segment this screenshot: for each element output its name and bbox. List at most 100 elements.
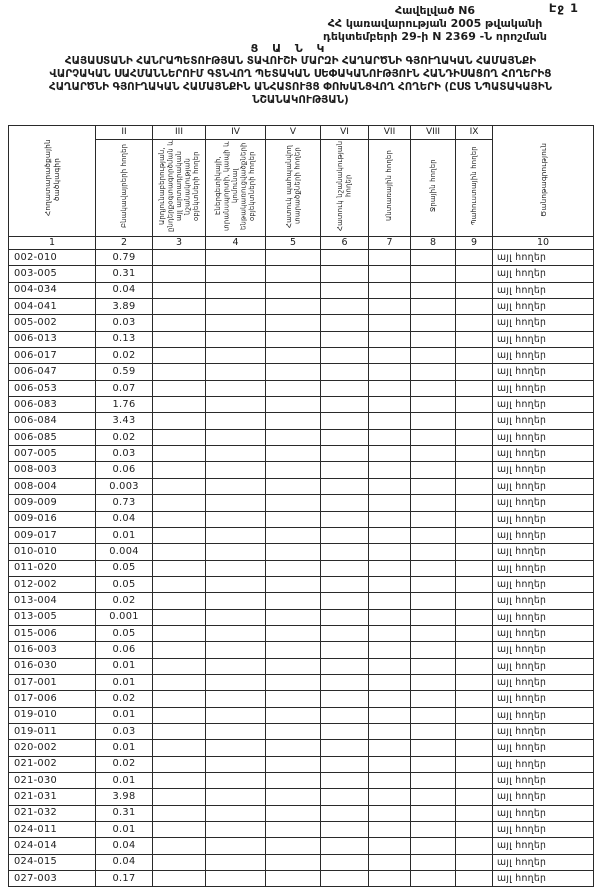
industrial-area-cell	[152, 461, 206, 479]
industrial-area-cell	[152, 543, 206, 561]
forest-area-cell	[368, 461, 411, 479]
note-cell: այլ հողեր	[492, 641, 594, 659]
roman-numeral: II	[95, 125, 153, 140]
protected-area-cell	[265, 575, 321, 594]
parcel-code-cell: 008-003	[8, 461, 96, 479]
water-area-cell	[410, 477, 456, 496]
infrastructure-area-cell	[205, 477, 266, 496]
settlement-area-cell: 0.17	[95, 870, 153, 888]
protected-area-cell	[265, 248, 321, 267]
column-header-reserve-lands: Պահուստային հողեր	[455, 139, 493, 237]
water-area-cell	[410, 755, 456, 774]
forest-area-cell	[368, 428, 411, 447]
industrial-area-cell	[152, 526, 206, 545]
water-area-cell	[410, 543, 456, 561]
water-area-cell	[410, 641, 456, 659]
water-area-cell	[410, 608, 456, 626]
note-cell: այլ հողեր	[492, 690, 594, 708]
column-header-label: Անտառային հողեր	[385, 150, 394, 222]
infrastructure-area-cell	[205, 592, 266, 610]
reserve-area-cell	[455, 379, 493, 398]
parcel-code-cell: 010-010	[8, 543, 96, 561]
column-number: 10	[492, 236, 594, 250]
special-area-cell	[320, 363, 369, 381]
column-header-label: Բնակավայրերի հողեր	[119, 143, 128, 229]
protected-area-cell	[265, 608, 321, 626]
category-label-row: Բնակավայրերի հողեր Արդյունաբերության, ըն…	[9, 139, 594, 237]
infrastructure-area-cell	[205, 788, 266, 806]
table-row: 024-011 0.01 այլ հողեր	[8, 821, 594, 839]
note-cell: այլ հողեր	[492, 739, 594, 757]
appendix-reference: Հավելված N6 ՀՀ կառավարության 2005 թվական…	[288, 4, 582, 44]
protected-area-cell	[265, 330, 321, 349]
industrial-area-cell	[152, 347, 206, 365]
roman-numeral: V	[265, 125, 321, 140]
note-cell: այլ հողեր	[492, 445, 594, 463]
infrastructure-area-cell	[205, 706, 266, 724]
water-area-cell	[410, 837, 456, 855]
forest-area-cell	[368, 771, 411, 790]
note-cell: այլ հողեր	[492, 575, 594, 594]
roman-numeral: VI	[320, 125, 369, 140]
special-area-cell	[320, 298, 369, 316]
reserve-area-cell	[455, 494, 493, 512]
industrial-area-cell	[152, 330, 206, 349]
reserve-area-cell	[455, 412, 493, 430]
parcel-code-cell: 008-004	[8, 477, 96, 496]
title-line: ՎԱՐՉԱԿԱՆ ՍԱՀՄԱՆՆԵՐՈՒՄ ԳՏՆՎՈՂ ՊԵՏԱԿԱՆ ՍԵՓ…	[49, 67, 552, 80]
table-row: 024-014 0.04 այլ հողեր	[8, 837, 594, 855]
table-body: 002-010 0.79 այլ հողեր 003-005 0.31 այլ հողեր…	[8, 248, 594, 888]
infrastructure-area-cell	[205, 821, 266, 839]
parcel-code-cell: 016-003	[8, 641, 96, 659]
column-header-label: Արդյունաբերության, ընդերքօգտագործման և ա…	[157, 140, 200, 232]
infrastructure-area-cell	[205, 837, 266, 855]
table-row: 008-004 0.003 այլ հողեր	[8, 477, 594, 496]
forest-area-cell	[368, 837, 411, 855]
water-area-cell	[410, 771, 456, 790]
industrial-area-cell	[152, 445, 206, 463]
column-number: 4	[205, 236, 266, 250]
note-cell: այլ հողեր	[492, 363, 594, 381]
table-row: 008-003 0.06 այլ հողեր	[8, 461, 594, 479]
table-row: 013-004 0.02 այլ հողեր	[8, 592, 594, 610]
list-heading: Ց Ա Ն Կ	[250, 42, 330, 55]
infrastructure-area-cell	[205, 314, 266, 332]
note-cell: այլ հողեր	[492, 396, 594, 414]
settlement-area-cell: 0.04	[95, 510, 153, 528]
table-row: 017-001 0.01 այլ հողեր	[8, 673, 594, 692]
forest-area-cell	[368, 657, 411, 675]
special-area-cell	[320, 330, 369, 349]
document-title: ՀԱՅԱՍՏԱՆԻ ՀԱՆՐԱՊԵՏՈՒԹՅԱՆ ՏԱՎՈՒՇԻ ՄԱՐԶԻ Հ…	[6, 55, 595, 106]
reserve-area-cell	[455, 870, 493, 888]
industrial-area-cell	[152, 788, 206, 806]
infrastructure-area-cell	[205, 396, 266, 414]
protected-area-cell	[265, 265, 321, 283]
settlement-area-cell: 0.01	[95, 706, 153, 724]
reserve-area-cell	[455, 543, 493, 561]
water-area-cell	[410, 412, 456, 430]
special-area-cell	[320, 755, 369, 774]
industrial-area-cell	[152, 265, 206, 283]
infrastructure-area-cell	[205, 412, 266, 430]
note-cell: այլ հողեր	[492, 248, 594, 267]
table-row: 006-083 1.76 այլ հողեր	[8, 396, 594, 414]
reserve-area-cell	[455, 428, 493, 447]
note-cell: այլ հողեր	[492, 543, 594, 561]
infrastructure-area-cell	[205, 804, 266, 823]
table-row: 004-041 3.89 այլ հողեր	[8, 298, 594, 316]
infrastructure-area-cell	[205, 543, 266, 561]
water-area-cell	[410, 281, 456, 300]
note-cell: այլ հողեր	[492, 265, 594, 283]
reserve-area-cell	[455, 657, 493, 675]
infrastructure-area-cell	[205, 281, 266, 300]
note-cell: այլ հողեր	[492, 347, 594, 365]
protected-area-cell	[265, 526, 321, 545]
industrial-area-cell	[152, 739, 206, 757]
protected-area-cell	[265, 428, 321, 447]
settlement-area-cell: 3.98	[95, 788, 153, 806]
industrial-area-cell	[152, 690, 206, 708]
settlement-area-cell: 0.03	[95, 722, 153, 741]
table-row: 019-011 0.03 այլ հողեր	[8, 722, 594, 741]
settlement-area-cell: 0.02	[95, 347, 153, 365]
special-area-cell	[320, 379, 369, 398]
